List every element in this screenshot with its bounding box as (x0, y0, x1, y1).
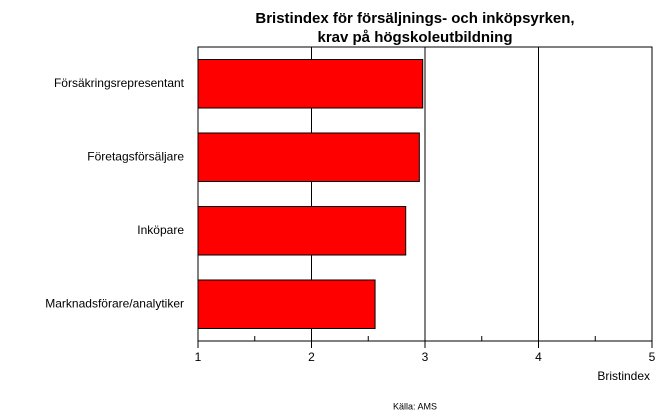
bar (197, 205, 407, 256)
y-tick-label: Försäkringsrepresentant (54, 76, 185, 90)
x-tick-label: 2 (308, 350, 315, 364)
x-tick-label: 3 (422, 350, 429, 364)
x-axis-label: Bristindex (597, 369, 650, 383)
bar (197, 132, 420, 183)
x-tick-label: 4 (535, 350, 542, 364)
x-tick-label: 1 (195, 350, 202, 364)
chart-title: krav på högskoleutbildning (317, 29, 512, 46)
bar (197, 279, 376, 330)
bar (197, 58, 424, 109)
y-tick-label: Marknadsförare/analytiker (45, 296, 184, 310)
x-tick-label: 5 (649, 350, 655, 364)
source: Källa: AMS (393, 401, 437, 411)
chart-title: Bristindex för försäljnings- och inköpsy… (255, 10, 574, 27)
y-tick-label: Företagsförsäljare (87, 149, 184, 163)
y-tick-label: Inköpare (137, 223, 184, 237)
